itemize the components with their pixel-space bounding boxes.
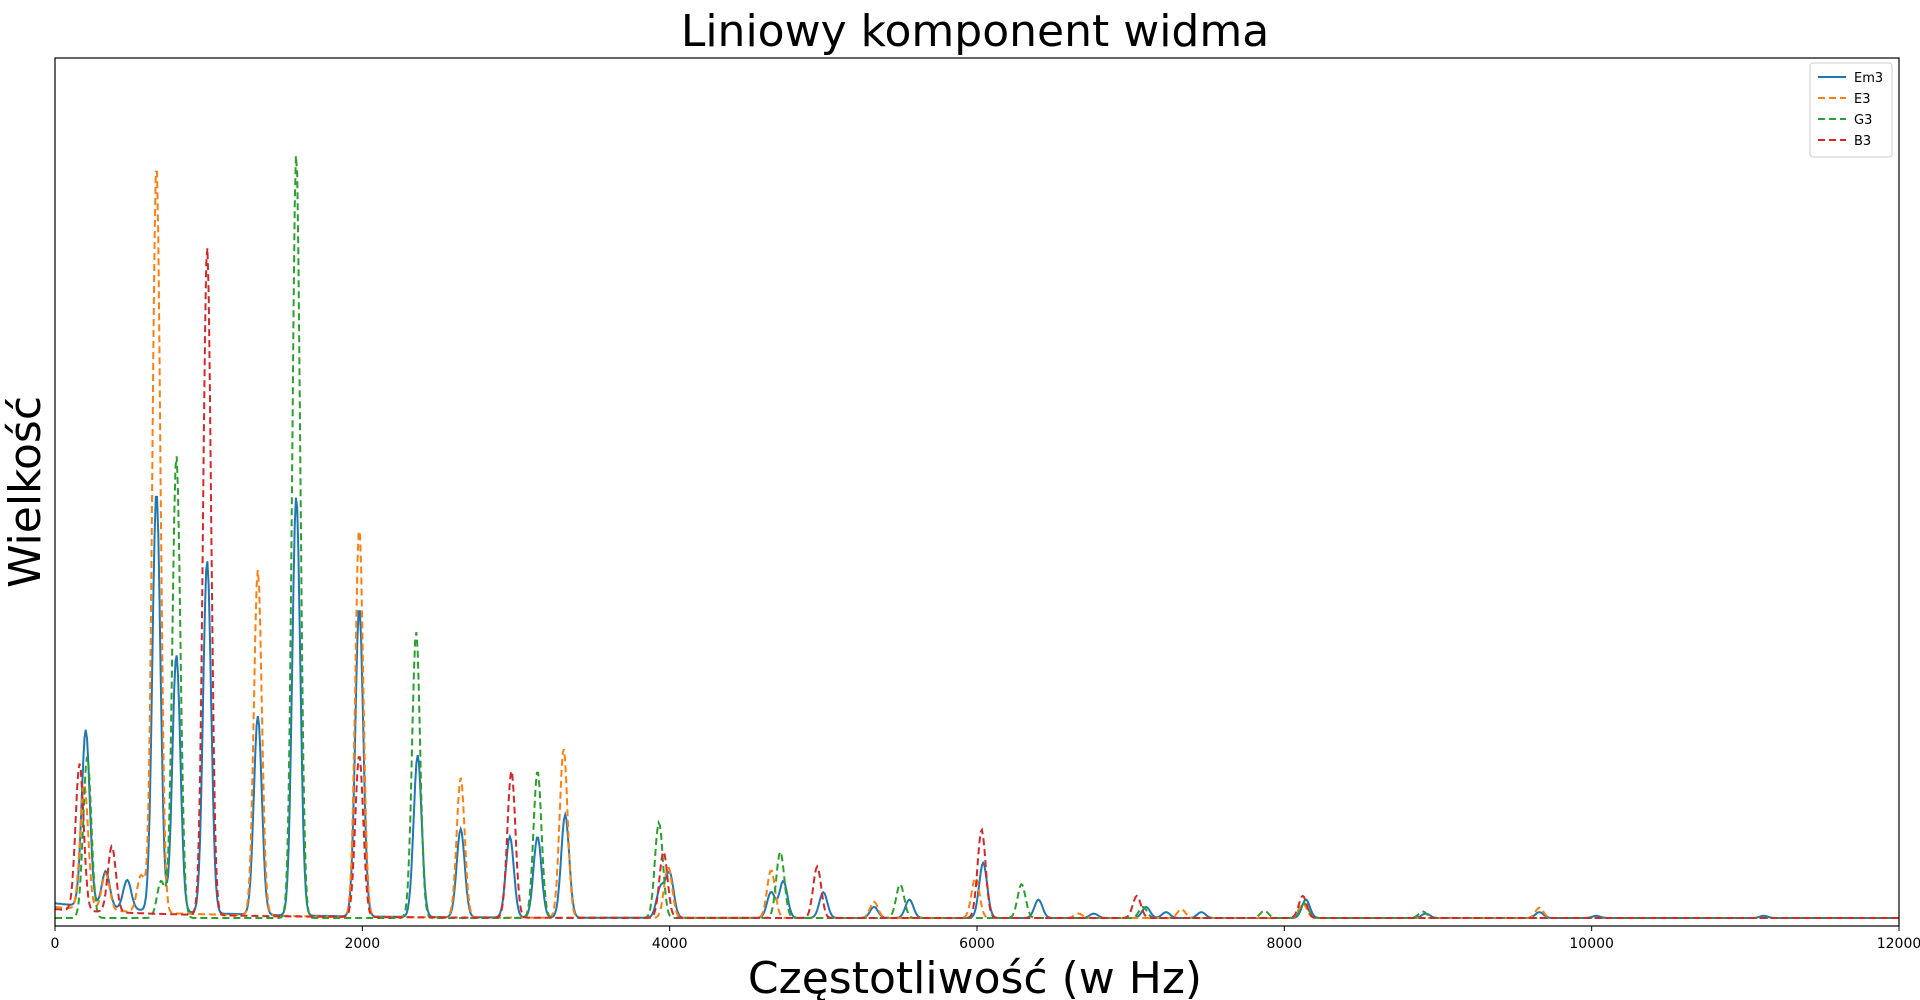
x-tick-label: 2000 [345,936,381,952]
legend-label-em3: Em3 [1854,71,1883,86]
x-tick-label: 6000 [959,936,995,952]
x-tick-label: 0 [51,936,60,952]
x-tick-label: 10000 [1569,936,1614,952]
legend-box [1809,62,1893,158]
x-axis: 0 2000 4000 6000 8000 10000 12000 [51,926,1920,952]
legend-label-e3: E3 [1854,92,1871,107]
legend: Em3 E3 G3 B3 [1809,62,1893,158]
x-axis-label: Częstotliwość (w Hz) [748,953,1202,1000]
chart-title: Liniowy komponent widma [681,6,1269,57]
series-layer [54,155,1899,919]
series-line-g3 [55,155,1899,919]
plot-area [55,58,1899,926]
series-line-em3 [54,495,1899,919]
legend-label-g3: G3 [1854,113,1872,128]
x-tick-label: 8000 [1267,936,1303,952]
x-tick-label: 12000 [1877,936,1920,952]
x-tick-label: 4000 [652,936,688,952]
series-line-b3 [54,248,1899,919]
y-axis-label: Wielkość [0,396,51,588]
legend-label-b3: B3 [1854,134,1871,149]
